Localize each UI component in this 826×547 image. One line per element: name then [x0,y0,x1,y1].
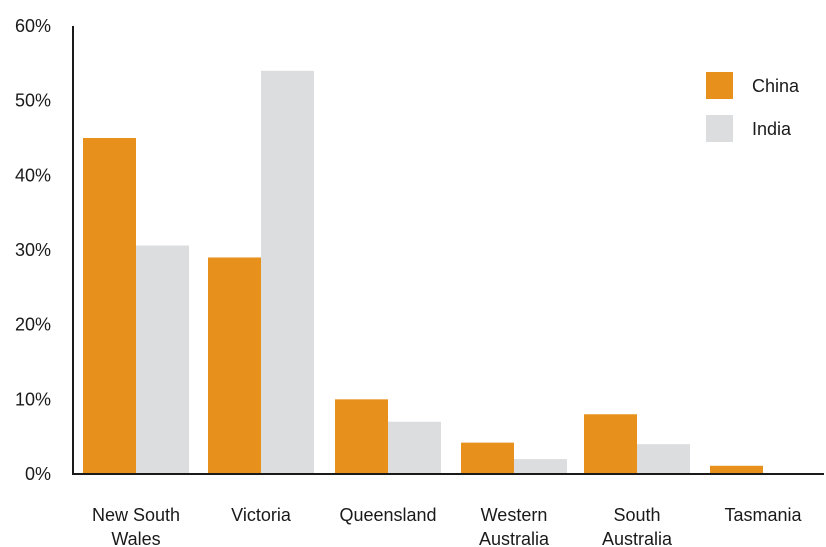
x-category-label: New South [92,505,180,525]
y-axis-ticks: 0% 10% 20% 30% 40% 50% 60% [15,16,51,484]
bar-india-3 [514,459,567,474]
bar-china-4 [584,414,637,474]
y-tick-label: 20% [15,315,51,335]
x-category-label: Australia [602,529,673,547]
y-tick-label: 50% [15,91,51,111]
bar-india-0 [136,245,189,474]
bars [83,70,763,475]
axes [72,26,824,475]
y-tick-label: 40% [15,165,51,185]
x-category-label: Western [481,505,548,525]
legend-label-india: India [752,119,792,139]
x-category-label: Australia [479,529,550,547]
bar-china-5 [710,465,763,474]
legend-label-china: China [752,76,800,96]
bar-india-1 [261,70,314,475]
x-category-label: South [613,505,660,525]
y-tick-label: 0% [25,464,51,484]
bar-china-3 [461,442,514,474]
legend-swatch-china [706,72,733,99]
x-category-label: Queensland [339,505,436,525]
bar-india-2 [388,421,441,474]
bar-china-0 [83,138,136,474]
y-tick-label: 60% [15,16,51,36]
bar-india-4 [637,444,690,474]
x-category-label: Wales [111,529,160,547]
legend-swatch-india [706,115,733,142]
x-category-label: Tasmania [724,505,802,525]
bar-china-2 [335,399,388,474]
bar-china-1 [208,257,261,474]
x-axis-labels: New South Wales Victoria Queensland Western A… [92,505,803,547]
y-tick-label: 10% [15,389,51,409]
x-category-label: Victoria [231,505,292,525]
legend: China India [706,72,800,142]
y-tick-label: 30% [15,240,51,260]
